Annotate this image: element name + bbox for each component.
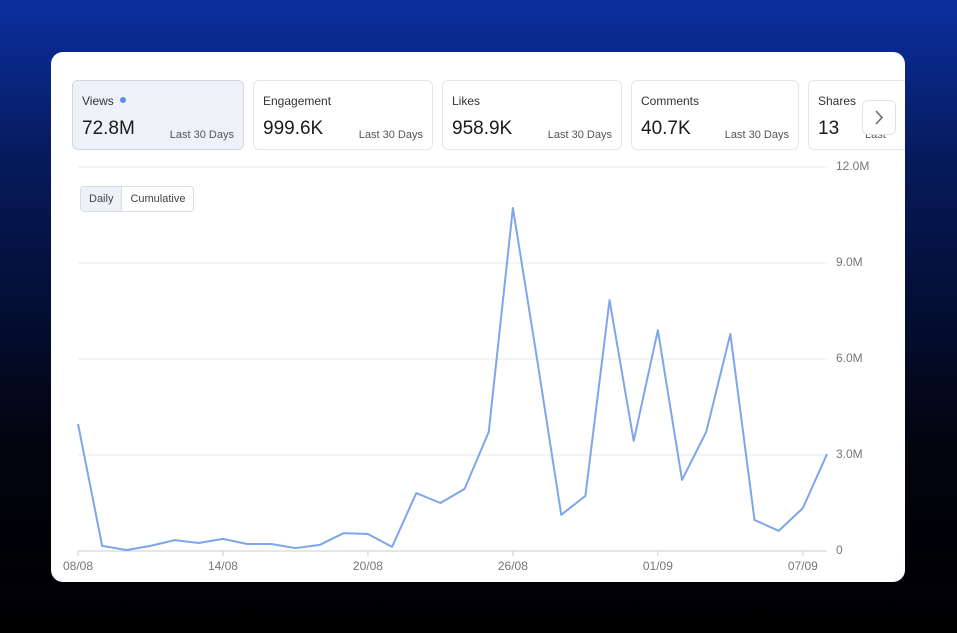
- metric-value: 40.7K: [641, 118, 691, 139]
- metric-value: 958.9K: [452, 118, 513, 139]
- metric-label: Shares: [818, 94, 857, 108]
- metric-label: Views: [82, 94, 114, 108]
- line: [77, 206, 828, 552]
- x-tick-label: 20/08: [353, 559, 383, 573]
- metric-period: Last 30 Days: [169, 129, 234, 141]
- y-tick-label: 0: [836, 543, 843, 557]
- metric-card[interactable]: Comments 40.7K Last 30 Days: [631, 80, 799, 150]
- metric-label: Likes: [452, 94, 481, 108]
- y-tick-label: 12.0M: [836, 159, 869, 173]
- toggle-button[interactable]: Daily: [81, 187, 123, 211]
- metric-card[interactable]: Likes 958.9K Last 30 Days: [442, 80, 622, 150]
- y-tick-label: 9.0M: [836, 255, 863, 269]
- x-tick-label: 26/08: [498, 559, 528, 573]
- y-tick-label: 6.0M: [836, 351, 863, 365]
- y-tick-label: 3.0M: [836, 447, 863, 461]
- toggle: Daily Cumulative: [80, 186, 195, 212]
- x-tick-label: 01/09: [643, 559, 673, 573]
- metric-value: 13: [818, 118, 840, 139]
- chart: 0 3.0M 6.0M 9.0M 12.0M 08/08 14/08 20/08 26/08 01…: [63, 159, 869, 573]
- next-button[interactable]: [862, 100, 896, 135]
- x-tick-label: 08/08: [63, 559, 93, 573]
- toggle-button[interactable]: Cumulative: [130, 193, 186, 205]
- panel: Views 72.8M Last 30 Days Engagement 999.6K L…: [51, 52, 905, 582]
- metric-period: Last 30 Days: [724, 129, 789, 141]
- metric-card[interactable]: Views 72.8M Last 30 Days: [72, 80, 244, 150]
- metric-label: Engagement: [263, 94, 332, 108]
- dot: [119, 97, 126, 103]
- x-tick-label: 07/09: [788, 559, 818, 573]
- metric-value: 72.8M: [82, 118, 135, 139]
- metric-value: 999.6K: [263, 118, 324, 139]
- metric-period: Last 30 Days: [547, 129, 612, 141]
- metric-period: Last 30 Days: [358, 129, 423, 141]
- chevron: [875, 110, 884, 125]
- x-tick-label: 14/08: [208, 559, 238, 573]
- metric-card[interactable]: Engagement 999.6K Last 30 Days: [253, 80, 433, 150]
- metric-label: Comments: [641, 94, 700, 108]
